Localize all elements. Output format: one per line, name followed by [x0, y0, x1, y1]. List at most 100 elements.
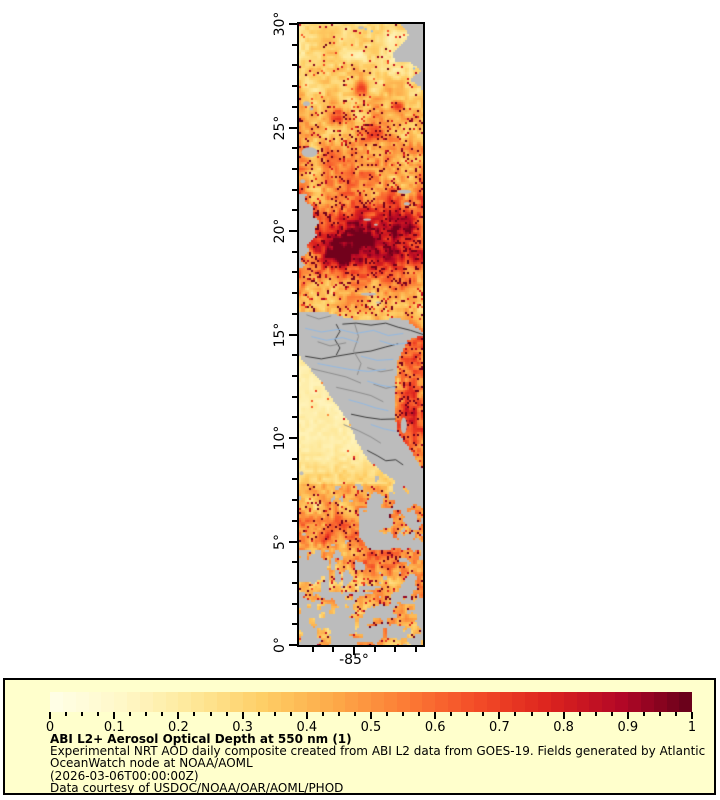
lat-tick-label: 10°: [272, 425, 288, 451]
colorbar-minor-tick: [65, 712, 68, 716]
lat-major-tick: [289, 437, 297, 439]
colorbar-minor-tick: [257, 712, 260, 716]
colorbar-major-tick: [498, 712, 501, 719]
colorbar-minor-tick: [193, 712, 196, 716]
colorbar-major-tick: [562, 712, 565, 719]
lon-minor-tick: [332, 647, 335, 652]
colorbar-tick-label: 0.5: [360, 720, 382, 735]
colorbar-major-tick: [241, 712, 244, 719]
colorbar-tick-label: 0.9: [617, 720, 639, 735]
lat-minor-tick: [292, 188, 297, 191]
colorbar-minor-tick: [386, 712, 389, 716]
lat-major-tick: [289, 230, 297, 232]
colorbar-step: [563, 692, 577, 712]
colorbar-step: [666, 692, 680, 712]
colorbar-step: [152, 692, 166, 712]
lat-minor-tick: [292, 147, 297, 150]
lat-minor-tick: [292, 457, 297, 460]
colorbar-minor-tick: [674, 712, 677, 716]
lat-minor-tick: [292, 209, 297, 212]
colorbar-minor-tick: [450, 712, 453, 716]
legend-line-2: OceanWatch node at NOAA/AOML: [50, 756, 253, 771]
legend-panel: ABI L2+ Aerosol Optical Depth at 550 nm …: [3, 678, 716, 795]
lat-minor-tick: [292, 354, 297, 357]
colorbar-step: [255, 692, 269, 712]
colorbar-major-tick: [691, 712, 693, 719]
colorbar-step: [191, 692, 205, 712]
colorbar-step: [319, 692, 333, 712]
lat-tick-label: 20°: [272, 218, 288, 244]
colorbar-minor-tick: [81, 712, 84, 716]
colorbar-minor-tick: [273, 712, 276, 716]
lat-minor-tick: [292, 85, 297, 88]
lat-tick-label: 0°: [272, 637, 288, 653]
lat-major-tick: [289, 23, 297, 25]
lat-minor-tick: [292, 43, 297, 46]
lat-minor-tick: [292, 271, 297, 274]
lat-minor-tick: [292, 292, 297, 295]
colorbar-step: [396, 692, 410, 712]
colorbar-step: [383, 692, 397, 712]
lat-minor-tick: [292, 250, 297, 253]
colorbar-step: [216, 692, 230, 712]
colorbar-step: [461, 692, 474, 712]
colorbar-step: [486, 692, 500, 712]
legend-caption: ABI L2+ Aerosol Optical Depth at 550 nm …: [50, 733, 705, 794]
lat-minor-tick: [292, 395, 297, 398]
colorbar-step: [281, 692, 295, 712]
lat-major-tick: [289, 126, 297, 129]
colorbar-minor-tick: [321, 712, 324, 716]
colorbar-tick-label: 0.3: [232, 720, 253, 735]
colorbar-step: [139, 692, 153, 712]
colorbar-step: [306, 692, 320, 712]
lat-minor-tick: [292, 478, 297, 481]
colorbar-step: [242, 692, 256, 712]
lat-minor-tick: [292, 374, 297, 377]
colorbar-minor-tick: [353, 712, 356, 716]
legend-title: ABI L2+ Aerosol Optical Depth at 550 nm …: [50, 732, 352, 746]
lat-major-tick: [289, 333, 297, 336]
colorbar-step: [627, 692, 641, 712]
colorbar-minor-tick: [161, 712, 164, 716]
colorbar-minor-tick: [289, 712, 292, 716]
colorbar-minor-tick: [466, 712, 469, 716]
colorbar-step: [345, 692, 359, 712]
lat-minor-tick: [292, 64, 297, 67]
colorbar-minor-tick: [578, 712, 581, 716]
colorbar-step: [525, 692, 539, 712]
colorbar-step: [409, 692, 423, 712]
colorbar-step: [101, 692, 115, 712]
colorbar-tick-label: 0: [45, 720, 55, 735]
colorbar-tick-label: 0.6: [424, 720, 446, 735]
legend-line-3: (2026-03-06T00:00:00Z): [50, 768, 199, 783]
lat-minor-tick: [292, 105, 297, 108]
colorbar-step: [550, 692, 564, 712]
colorbar-tick-label: 0.2: [168, 720, 189, 735]
colorbar-step: [615, 692, 628, 712]
colorbar-major-tick: [370, 712, 372, 719]
colorbar-major-tick: [49, 712, 51, 719]
colorbar-step: [538, 692, 551, 712]
lon-minor-tick: [415, 647, 418, 652]
colorbar-minor-tick: [337, 712, 340, 716]
colorbar-minor-tick: [129, 712, 132, 716]
colorbar-step: [178, 692, 192, 712]
lat-minor-tick: [292, 561, 297, 564]
colorbar-tick-label: 0.7: [489, 720, 510, 735]
colorbar-step: [358, 692, 372, 712]
colorbar-step: [512, 692, 526, 712]
lat-major-tick: [289, 540, 297, 543]
colorbar-major-tick: [626, 712, 629, 719]
colorbar-minor-tick: [97, 712, 100, 716]
colorbar-minor-tick: [530, 712, 533, 716]
lon-major-tick: [353, 647, 356, 655]
colorbar: [50, 692, 693, 712]
legend-line-4: Data courtesy of USDOC/NOAA/OAR/AOML/PHO…: [50, 780, 344, 795]
colorbar-step: [62, 692, 76, 712]
colorbar-step: [229, 692, 243, 712]
lat-tick-label: 15°: [272, 322, 288, 347]
lat-minor-tick: [292, 623, 297, 626]
lat-minor-tick: [292, 312, 297, 315]
lon-minor-tick: [373, 647, 376, 652]
